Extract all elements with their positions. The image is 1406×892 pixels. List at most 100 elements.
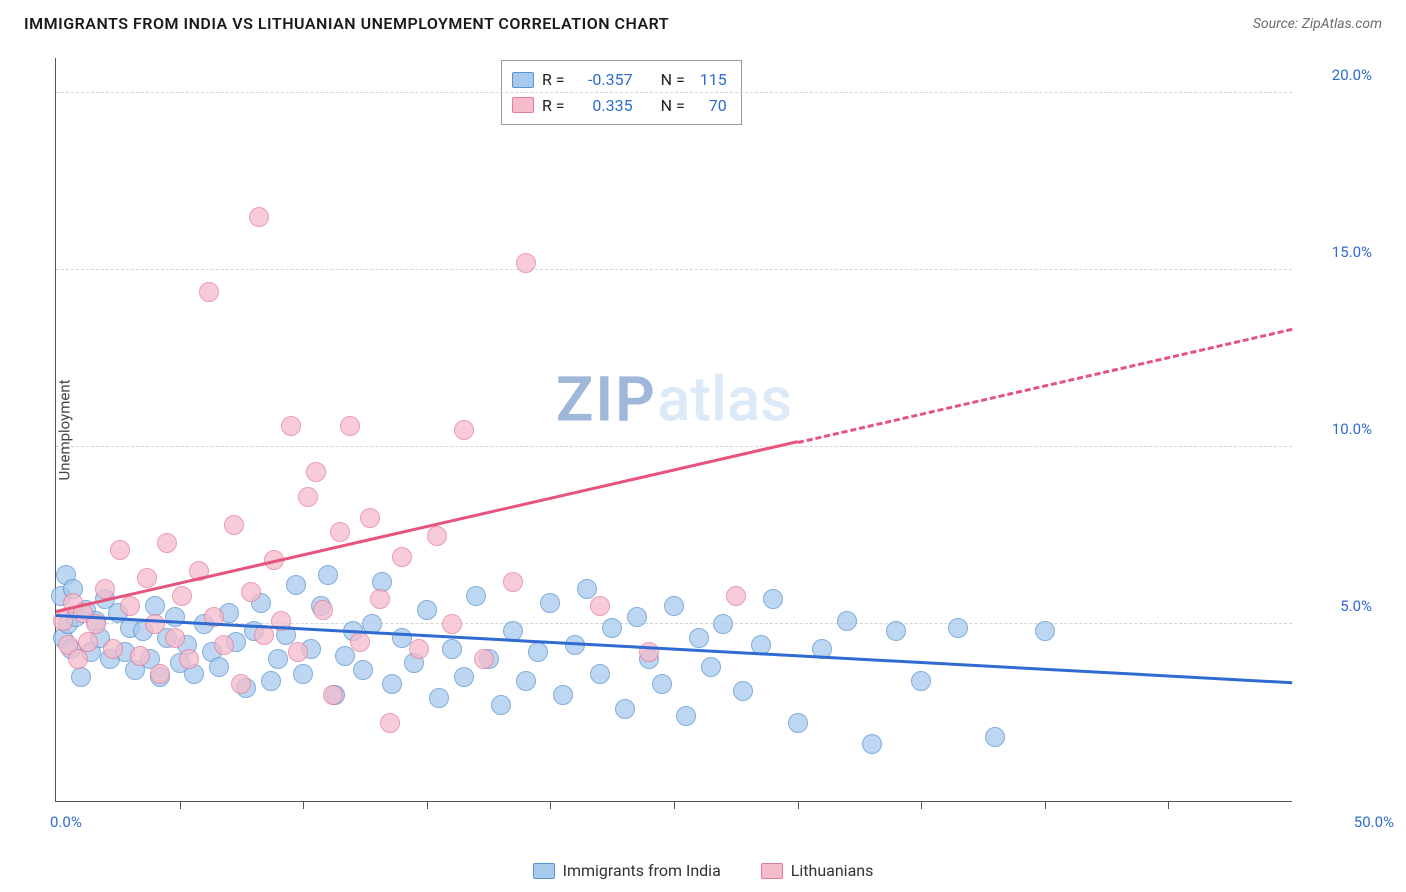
data-point-lithuanians [350, 632, 370, 652]
data-point-india [676, 706, 696, 726]
data-point-india [701, 657, 721, 677]
data-point-india [763, 589, 783, 609]
data-point-lithuanians [474, 649, 494, 669]
n-value: 115 [693, 67, 727, 93]
data-point-india [540, 593, 560, 613]
data-point-india [318, 565, 338, 585]
legend-item-lithuanians: Lithuanians [761, 861, 874, 880]
swatch-lithuanians [512, 97, 534, 113]
r-label: R = [542, 93, 565, 119]
data-point-india [528, 642, 548, 662]
x-tick [921, 801, 922, 809]
data-point-lithuanians [157, 533, 177, 553]
data-point-lithuanians [340, 416, 360, 436]
data-point-india [491, 695, 511, 715]
x-tick [427, 801, 428, 809]
data-point-lithuanians [231, 674, 251, 694]
x-tick [180, 801, 181, 809]
source-label: Source: ZipAtlas.com [1253, 16, 1382, 32]
data-point-india [948, 618, 968, 638]
r-value: -0.357 [573, 67, 633, 93]
watermark: ZIPatlas [556, 363, 792, 436]
data-point-lithuanians [130, 646, 150, 666]
data-point-india [652, 674, 672, 694]
data-point-lithuanians [78, 632, 98, 652]
data-point-lithuanians [224, 515, 244, 535]
x-tick [1045, 801, 1046, 809]
data-point-lithuanians [165, 628, 185, 648]
data-point-lithuanians [199, 282, 219, 302]
data-point-india [911, 671, 931, 691]
data-point-india [733, 681, 753, 701]
data-point-india [454, 667, 474, 687]
plot-area: Unemployment ZIPatlas R =-0.357N =115R =… [55, 58, 1292, 802]
data-point-lithuanians [503, 572, 523, 592]
data-point-lithuanians [281, 416, 301, 436]
x-tick [798, 801, 799, 809]
legend-label: Lithuanians [791, 861, 874, 880]
y-tick-label: 10.0% [1302, 420, 1372, 438]
gridline [56, 92, 1292, 93]
trend-line [56, 441, 798, 614]
data-point-india [466, 586, 486, 606]
data-point-lithuanians [380, 713, 400, 733]
x-tick [303, 801, 304, 809]
watermark-part1: ZIP [556, 363, 657, 436]
n-label: N = [661, 93, 685, 119]
data-point-india [429, 688, 449, 708]
data-point-india [372, 572, 392, 592]
r-value: 0.335 [573, 93, 633, 119]
x-origin-label: 0.0% [50, 813, 82, 831]
data-point-lithuanians [110, 540, 130, 560]
data-point-india [1035, 621, 1055, 641]
legend-item-india: Immigrants from India [533, 861, 721, 880]
y-axis-label: Unemployment [56, 379, 74, 480]
data-point-lithuanians [726, 586, 746, 606]
r-label: R = [542, 67, 565, 93]
data-point-india [268, 649, 288, 669]
data-point-lithuanians [120, 596, 140, 616]
chart-title: IMMIGRANTS FROM INDIA VS LITHUANIAN UNEM… [24, 14, 669, 33]
data-point-lithuanians [137, 568, 157, 588]
data-point-india [261, 671, 281, 691]
data-point-india [516, 671, 536, 691]
y-tick-label: 5.0% [1302, 597, 1372, 615]
data-point-lithuanians [241, 582, 261, 602]
data-point-lithuanians [454, 420, 474, 440]
x-tick [674, 801, 675, 809]
data-point-india [627, 607, 647, 627]
data-point-lithuanians [590, 596, 610, 616]
data-point-india [615, 699, 635, 719]
data-point-lithuanians [370, 589, 390, 609]
data-point-lithuanians [103, 639, 123, 659]
data-point-lithuanians [150, 664, 170, 684]
gridline [56, 446, 1292, 447]
data-point-lithuanians [313, 600, 333, 620]
data-point-lithuanians [288, 642, 308, 662]
data-point-india [165, 607, 185, 627]
stats-row-lithuanians: R = 0.335 N = 70 [512, 93, 727, 119]
watermark-part2: atlas [657, 363, 792, 436]
data-point-lithuanians [516, 253, 536, 273]
data-point-lithuanians [360, 508, 380, 528]
data-point-india [837, 611, 857, 631]
legend-swatch-lithuanians [761, 863, 783, 879]
data-point-lithuanians [145, 614, 165, 634]
n-label: N = [661, 67, 685, 93]
data-point-lithuanians [172, 586, 192, 606]
legend-swatch-india [533, 863, 555, 879]
x-tick [1168, 801, 1169, 809]
data-point-lithuanians [68, 649, 88, 669]
data-point-india [713, 614, 733, 634]
data-point-india [442, 639, 462, 659]
x-max-label: 50.0% [1354, 813, 1394, 831]
data-point-india [689, 628, 709, 648]
data-point-india [862, 734, 882, 754]
data-point-india [590, 664, 610, 684]
n-value: 70 [693, 93, 727, 119]
data-point-lithuanians [409, 639, 429, 659]
data-point-lithuanians [249, 207, 269, 227]
data-point-india [985, 727, 1005, 747]
stats-row-india: R = -0.357 N = 115 [512, 67, 727, 93]
data-point-india [664, 596, 684, 616]
